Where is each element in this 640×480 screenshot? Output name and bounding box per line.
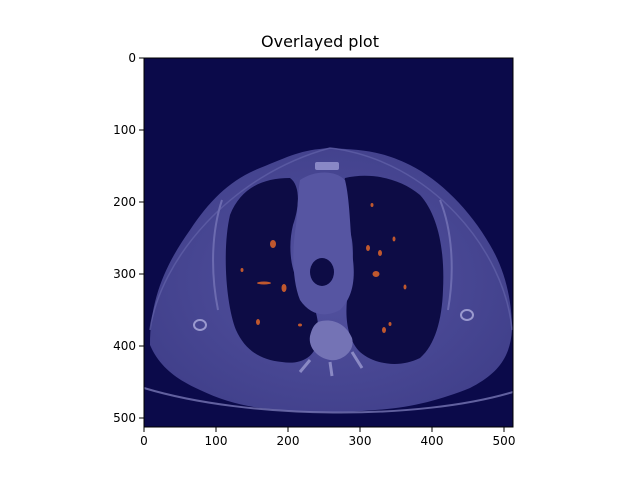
overlay-region <box>382 327 386 333</box>
x-tick-label: 200 <box>276 434 300 448</box>
y-tick-label: 100 <box>113 123 136 137</box>
y-tick-marks <box>139 57 144 419</box>
x-tick-label: 400 <box>420 434 444 448</box>
vertebra-processes <box>298 351 364 377</box>
scapula-right <box>460 309 474 321</box>
overlay-region <box>257 281 271 285</box>
overlay-region <box>378 250 382 256</box>
scanner-table <box>143 387 514 414</box>
rib-right <box>439 199 453 311</box>
skin-line <box>149 147 513 331</box>
overlay-region <box>370 203 374 207</box>
y-tick-label: 500 <box>113 411 136 425</box>
left-lung <box>343 175 444 364</box>
overlay-region <box>403 284 407 290</box>
spine <box>309 320 353 361</box>
y-tick-label: 400 <box>113 339 136 353</box>
overlay-region <box>270 240 276 248</box>
mediastinum <box>293 172 354 315</box>
x-tick-marks <box>143 427 505 432</box>
overlay-region <box>298 323 302 327</box>
overlay-region <box>392 236 396 242</box>
y-tick-label: 200 <box>113 195 136 209</box>
overlay-region <box>366 245 370 251</box>
x-tick-label: 500 <box>492 434 516 448</box>
overlay-region <box>240 268 244 272</box>
rib-left <box>212 199 223 311</box>
x-tick-label: 300 <box>348 434 372 448</box>
trachea <box>310 258 334 286</box>
y-tick-label: 0 <box>128 51 136 65</box>
overlay-regions <box>240 203 407 333</box>
sternum <box>315 162 339 170</box>
overlay-region <box>256 319 260 325</box>
overlay-region <box>388 322 392 326</box>
x-tick-label: 0 <box>140 434 148 448</box>
right-lung <box>225 178 319 363</box>
axes-frame <box>143 57 514 428</box>
scapula-left <box>193 319 207 331</box>
y-tick-label: 300 <box>113 267 136 281</box>
x-tick-label: 100 <box>204 434 228 448</box>
overlay-region <box>372 271 380 277</box>
plot-title: Overlayed plot <box>261 32 379 51</box>
overlay-region <box>281 284 287 292</box>
